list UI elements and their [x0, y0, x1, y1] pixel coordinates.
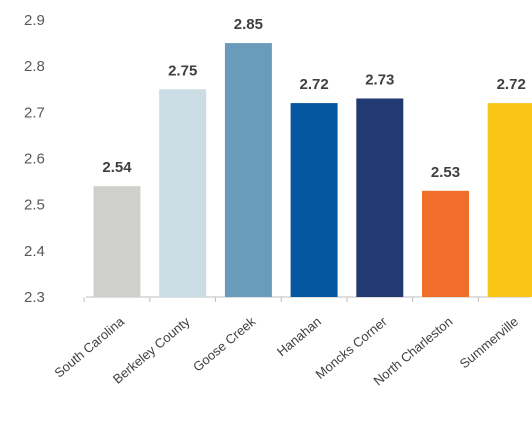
y-tick-label: 2.7 — [24, 104, 45, 121]
data-label: 2.73 — [365, 71, 394, 88]
x-tick-label: Hanahan — [274, 314, 324, 359]
bar — [93, 186, 141, 297]
bar — [159, 89, 207, 297]
bars — [93, 43, 532, 298]
x-tick-label: Goose Creek — [190, 313, 259, 374]
data-label: 2.54 — [102, 159, 132, 176]
bar — [224, 43, 272, 298]
bar — [290, 103, 338, 297]
y-tick-label: 2.6 — [24, 151, 45, 168]
data-label: 2.75 — [168, 62, 197, 79]
bar — [356, 98, 404, 297]
y-tick-label: 2.9 — [24, 12, 45, 29]
x-tick-label: Summerville — [457, 314, 521, 371]
bar — [422, 190, 469, 297]
y-axis: 2.3 2.4 2.5 2.6 2.7 2.8 2.9 — [24, 12, 45, 306]
data-labels: 2.54 2.75 2.85 2.72 2.73 2.53 2.72 — [102, 16, 525, 181]
y-tick-label: 2.5 — [24, 197, 45, 214]
y-tick-label: 2.3 — [24, 289, 45, 306]
y-tick-label: 2.8 — [24, 58, 45, 75]
bar — [487, 103, 532, 297]
data-label: 2.72 — [299, 76, 328, 93]
data-label: 2.53 — [431, 164, 460, 181]
y-tick-label: 2.4 — [24, 243, 45, 260]
data-label: 2.72 — [497, 76, 526, 93]
data-label: 2.85 — [234, 16, 263, 33]
